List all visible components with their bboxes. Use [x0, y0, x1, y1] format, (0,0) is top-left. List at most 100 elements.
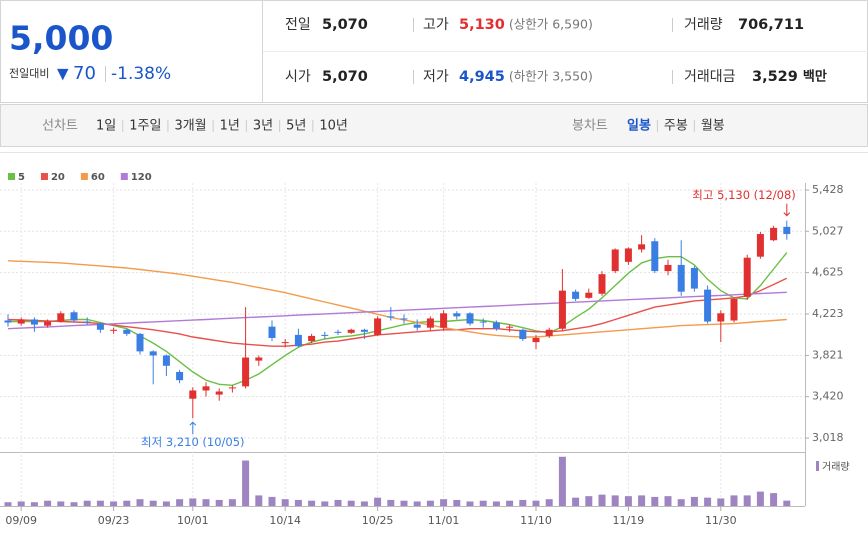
volume-bar [400, 500, 408, 506]
summary-note: (하한가 3,550) [509, 69, 593, 84]
volume-bar [360, 501, 368, 506]
candle-chart-label: 봉차트 [572, 119, 608, 134]
candle-body [611, 249, 619, 272]
volume-bar [743, 495, 751, 506]
volume-bar [492, 501, 500, 506]
y-tick-label: 3,018 [812, 431, 844, 444]
y-tick-label: 4,625 [812, 266, 844, 279]
legend-label: 120 [131, 172, 152, 183]
candle-body [70, 312, 78, 321]
candle-body [360, 329, 368, 332]
summary-value: 4,945 [459, 69, 505, 85]
candle-body [334, 331, 342, 333]
candle-body [413, 324, 421, 328]
candle-body [268, 326, 276, 338]
candle-body [770, 227, 778, 241]
volume-bar [136, 499, 144, 506]
annotation: 최고 5,130 (12/08) [692, 188, 796, 202]
volume-bar [440, 499, 448, 506]
period-button[interactable]: 3개월 [174, 119, 206, 134]
candle-body [281, 342, 289, 344]
chart: 5 20 60 120 5,428 5,027 4,625 4,223 3,821 3,420 3,… [0, 152, 868, 527]
x-tick-label: 10/25 [362, 514, 394, 527]
volume-bar [611, 495, 619, 506]
candle-body [96, 323, 104, 330]
period-button[interactable]: 1주일 [129, 119, 161, 134]
ma-line [7, 260, 787, 338]
volume-bar [519, 499, 527, 506]
candle-period-button[interactable]: 주봉 [664, 119, 688, 134]
candle-body [321, 334, 329, 336]
candle-body [506, 326, 514, 328]
y-tick-label: 5,428 [812, 183, 844, 196]
y-tick-label: 5,027 [812, 224, 844, 237]
toolbar [0, 104, 868, 147]
candle-body [242, 357, 250, 387]
candle-body [44, 321, 52, 326]
period-button[interactable]: 1년 [220, 119, 240, 134]
candle-body [123, 329, 131, 334]
summary-value: 5,070 [322, 17, 368, 33]
x-tick-label: 11/10 [520, 514, 552, 527]
y-tick-label: 3,420 [812, 390, 844, 403]
volume-bar [334, 499, 342, 506]
volume-bar [255, 495, 263, 506]
change-rate: -1.38% [111, 64, 171, 84]
volume-bar [664, 496, 672, 506]
x-tick-label: 11/01 [428, 514, 460, 527]
volume-bar [638, 495, 646, 506]
volume-bar [453, 499, 461, 506]
candle-body [717, 313, 725, 322]
candle-body [202, 386, 210, 391]
volume-bar [189, 498, 197, 506]
summary-label: 거래대금 [684, 69, 736, 85]
candle-body [519, 329, 527, 340]
volume-bar [44, 500, 52, 506]
candle-body [572, 291, 580, 299]
volume-bar [228, 499, 236, 506]
candle-body [532, 337, 540, 343]
summary: 전일 5,070 고가 5,130 (상한가 6,590) 거래량 706,711 시가 5,0… [285, 17, 827, 86]
y-tick-label: 4,223 [812, 307, 844, 320]
volume-bar [215, 499, 223, 506]
volume-bar [783, 500, 791, 506]
volume-legend-swatch [816, 461, 819, 471]
period-button[interactable]: 5년 [286, 119, 306, 134]
x-tick-label: 11/19 [613, 514, 645, 527]
volume-bar [70, 502, 78, 506]
volume-bar [149, 500, 157, 506]
x-tick-label: 10/01 [177, 514, 209, 527]
candle-body [294, 334, 302, 347]
volume-bar [110, 501, 118, 506]
x-tick-label: 09/23 [98, 514, 130, 527]
candle-body [387, 316, 395, 318]
candle-period-button[interactable]: 일봉 [627, 119, 651, 134]
period-button[interactable]: 1일 [96, 119, 116, 134]
legend-swatch [80, 173, 88, 180]
ma-line [7, 291, 787, 330]
volume-bar [558, 456, 566, 506]
volume-bar [242, 460, 250, 506]
legend-label: 5 [18, 172, 25, 183]
candle-body [690, 268, 698, 289]
candle-body [624, 248, 632, 262]
volume-legend: 거래량 [822, 461, 850, 473]
candle-body [651, 241, 659, 272]
period-button[interactable]: 3년 [253, 119, 273, 134]
candle-period-button[interactable]: 월봉 [701, 119, 725, 134]
candle-body [17, 319, 25, 324]
volume-bar [308, 500, 316, 506]
volume-bar [770, 493, 778, 506]
volume-bar [426, 500, 434, 506]
volume-bar [4, 502, 12, 506]
candle-body [453, 313, 461, 317]
period-button[interactable]: 10년 [319, 119, 348, 134]
volume-bar [717, 498, 725, 506]
volume-bar [545, 499, 553, 506]
candle-body [30, 319, 38, 325]
volume-bar [506, 500, 514, 506]
candle-body [743, 257, 751, 297]
volume-bar [30, 502, 38, 506]
candle-body [400, 318, 408, 320]
